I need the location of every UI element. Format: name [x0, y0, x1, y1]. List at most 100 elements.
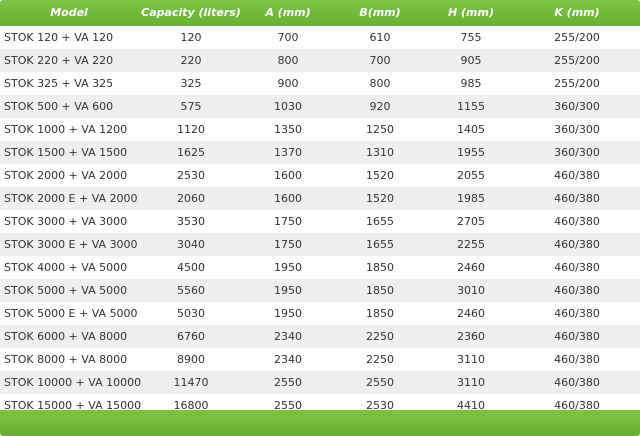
cell-model: STOK 1500 + VA 1500	[4, 146, 128, 159]
cell-k: 255/200	[554, 77, 600, 90]
cell-b: 800	[369, 77, 391, 90]
table-row: STOK 3000 E + VA 3000 3040 1750 1655 2255 460…	[0, 233, 640, 256]
header-capacity: Capacity (liters)	[141, 6, 241, 19]
cell-a: 700	[277, 31, 299, 44]
cell-model: STOK 3000 + VA 3000	[4, 215, 128, 228]
cell-k: 460/380	[554, 399, 600, 412]
cell-model: STOK 220 + VA 220	[4, 54, 114, 67]
cell-a: 1950	[274, 284, 302, 297]
cell-model: STOK 8000 + VA 8000	[4, 353, 128, 366]
cell-b: 1310	[366, 146, 394, 159]
cell-k: 460/380	[554, 169, 600, 182]
cell-a: 800	[277, 54, 299, 67]
table-row: STOK 325 + VA 325 325 900 800 985 255/200	[0, 72, 640, 95]
cell-model: STOK 1000 + VA 1200	[4, 123, 128, 136]
table-row: STOK 1500 + VA 1500 1625 1370 1310 1955 360/3…	[0, 141, 640, 164]
cell-model: STOK 6000 + VA 8000	[4, 330, 128, 343]
cell-capacity: 1120	[177, 123, 205, 136]
cell-b: 610	[369, 31, 391, 44]
cell-a: 2550	[274, 376, 302, 389]
cell-a: 1600	[274, 192, 302, 205]
cell-model: STOK 2000 + VA 2000	[4, 169, 128, 182]
table-row: STOK 10000 + VA 10000 11470 2550 2550 3110 46…	[0, 371, 640, 394]
table-row: STOK 3000 + VA 3000 3530 1750 1655 2705 460/3…	[0, 210, 640, 233]
cell-a: 2340	[274, 330, 302, 343]
cell-k: 360/300	[554, 123, 600, 136]
table-row: STOK 5000 E + VA 5000 5030 1950 1850 2460 460…	[0, 302, 640, 325]
cell-h: 905	[460, 54, 482, 67]
cell-capacity: 8900	[177, 353, 205, 366]
cell-k: 460/380	[554, 353, 600, 366]
cell-h: 2255	[457, 238, 485, 251]
cell-a: 1370	[274, 146, 302, 159]
cell-b: 1850	[366, 284, 394, 297]
cell-h: 3010	[457, 284, 485, 297]
cell-k: 460/380	[554, 261, 600, 274]
cell-model: STOK 4000 + VA 5000	[4, 261, 128, 274]
cell-a: 1030	[274, 100, 302, 113]
table-row: STOK 5000 + VA 5000 5560 1950 1850 3010 460/3…	[0, 279, 640, 302]
cell-a: 2340	[274, 353, 302, 366]
cell-a: 1600	[274, 169, 302, 182]
header-b: B(mm)	[359, 6, 401, 19]
cell-model: STOK 3000 E + VA 3000	[4, 238, 138, 251]
cell-a: 1950	[274, 261, 302, 274]
cell-k: 460/380	[554, 284, 600, 297]
cell-h: 755	[460, 31, 482, 44]
cell-a: 1350	[274, 123, 302, 136]
cell-h: 985	[460, 77, 482, 90]
cell-k: 360/300	[554, 146, 600, 159]
cell-b: 1850	[366, 261, 394, 274]
cell-b: 1850	[366, 307, 394, 320]
cell-capacity: 4500	[177, 261, 205, 274]
table-footer-bar	[0, 410, 640, 436]
cell-a: 2550	[274, 399, 302, 412]
cell-k: 460/380	[554, 238, 600, 251]
cell-h: 2460	[457, 307, 485, 320]
cell-capacity: 6760	[177, 330, 205, 343]
cell-k: 360/300	[554, 100, 600, 113]
cell-model: STOK 325 + VA 325	[4, 77, 114, 90]
table-row: STOK 220 + VA 220 220 800 700 905 255/200	[0, 49, 640, 72]
cell-b: 2550	[366, 376, 394, 389]
cell-model: STOK 5000 + VA 5000	[4, 284, 128, 297]
cell-b: 920	[369, 100, 391, 113]
header-k: K (mm)	[554, 6, 600, 19]
cell-capacity: 325	[180, 77, 202, 90]
cell-model: STOK 120 + VA 120	[4, 31, 114, 44]
cell-h: 2360	[457, 330, 485, 343]
cell-model: STOK 2000 E + VA 2000	[4, 192, 138, 205]
table-row: STOK 2000 + VA 2000 2530 1600 1520 2055 460/3…	[0, 164, 640, 187]
cell-b: 1520	[366, 192, 394, 205]
header-h: H (mm)	[447, 6, 494, 19]
cell-a: 900	[277, 77, 299, 90]
cell-h: 1985	[457, 192, 485, 205]
cell-b: 2530	[366, 399, 394, 412]
cell-model: STOK 5000 E + VA 5000	[4, 307, 138, 320]
cell-h: 2055	[457, 169, 485, 182]
cell-capacity: 3530	[177, 215, 205, 228]
cell-h: 2460	[457, 261, 485, 274]
header-model: Model	[50, 6, 88, 19]
cell-capacity: 5560	[177, 284, 205, 297]
cell-model: STOK 15000 + VA 15000	[4, 399, 142, 412]
cell-k: 255/200	[554, 54, 600, 67]
table-row: STOK 1000 + VA 1200 1120 1350 1250 1405 360/3…	[0, 118, 640, 141]
table-row: STOK 8000 + VA 8000 8900 2340 2250 3110 460/3…	[0, 348, 640, 371]
cell-k: 460/380	[554, 307, 600, 320]
cell-h: 3110	[457, 353, 485, 366]
table-row: STOK 120 + VA 120 120 700 610 755 255/200	[0, 26, 640, 49]
cell-k: 460/380	[554, 215, 600, 228]
cell-a: 1750	[274, 215, 302, 228]
cell-capacity: 16800	[173, 399, 209, 412]
cell-h: 1955	[457, 146, 485, 159]
table-row: STOK 6000 + VA 8000 6760 2340 2250 2360 460/3…	[0, 325, 640, 348]
cell-h: 2705	[457, 215, 485, 228]
cell-b: 1250	[366, 123, 394, 136]
cell-a: 1750	[274, 238, 302, 251]
cell-h: 3110	[457, 376, 485, 389]
cell-k: 255/200	[554, 31, 600, 44]
cell-b: 1655	[366, 238, 394, 251]
table-header: Model Capacity (liters) A (mm) B(mm) H (…	[0, 0, 640, 26]
